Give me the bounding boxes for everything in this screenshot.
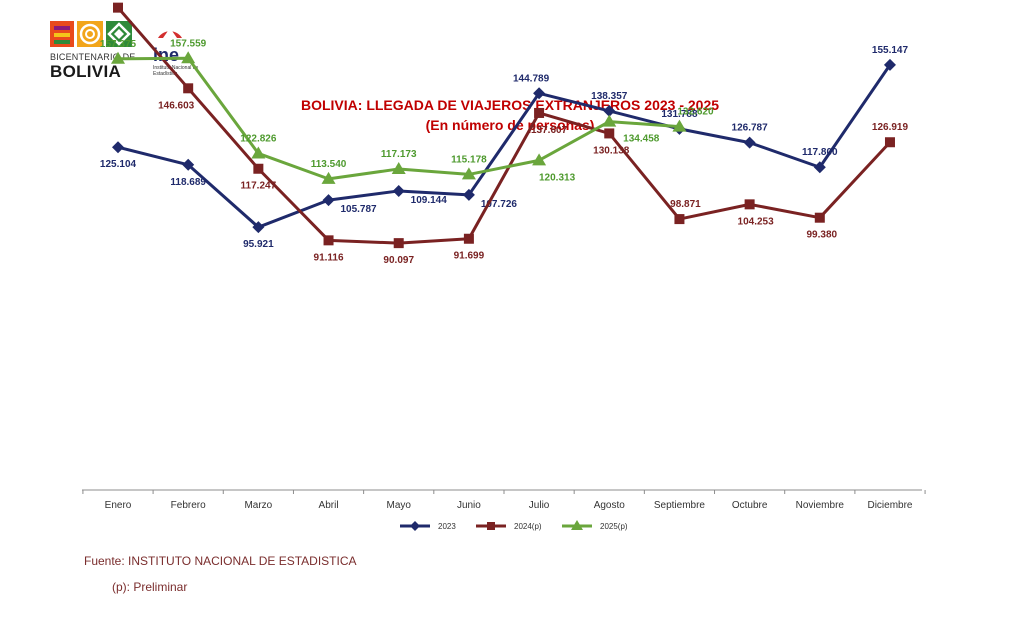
data-label: 126.787 [732,123,769,134]
data-label: 117.800 [802,147,838,158]
ine-wordmark: ine [153,45,180,65]
data-label: 117.173 [381,149,417,160]
data-label: 95.921 [243,239,274,250]
data-label: 107.726 [481,199,518,210]
data-point-2024p [183,83,194,94]
x-tick-label: Agosto [594,500,626,511]
data-point-2023 [392,184,405,197]
data-point-2025p [181,51,196,64]
data-point-2025p [111,51,125,64]
data-point-2023 [883,58,896,71]
data-label: 155.147 [872,45,909,56]
ine-logo-icon [158,28,182,38]
data-point-2023 [813,161,826,174]
data-label: 115.178 [451,154,487,165]
data-point-2024p [323,235,334,246]
data-label: 105.787 [340,204,377,215]
data-label: 146.603 [158,100,195,111]
data-point-2025p [461,167,476,180]
data-point-2024p [393,238,404,249]
data-point-2023 [322,194,335,207]
data-point-2025p [251,146,266,159]
legend-marker [487,522,495,530]
x-tick-label: Diciembre [867,500,912,511]
data-label: 125.104 [100,159,137,170]
data-point-2024p [744,199,755,210]
data-label: 157.375 [100,39,137,50]
data-point-2025p [391,161,406,174]
legend-label: 2025(p) [600,522,628,531]
data-label: 104.253 [738,216,775,227]
data-point-2023 [743,136,756,149]
data-label: 131.788 [661,109,698,120]
legend-marker [410,521,420,531]
ine-subtitle: Instituto Nacional de Estadística [153,65,199,77]
data-label: 157.559 [170,38,207,49]
data-point-2023 [112,141,124,154]
data-label: 144.789 [513,73,550,84]
data-point-2025p [532,153,547,166]
data-point-2025p [321,171,336,184]
data-point-2024p [534,107,545,118]
x-tick-label: Febrero [171,500,206,511]
bicentenario-logo-icon [50,21,132,47]
data-label: 90.097 [383,255,414,266]
data-label: 91.116 [314,252,344,263]
data-label: 117.247 [241,181,277,192]
data-point-2024p [604,128,615,139]
x-tick-label: Mayo [386,500,411,511]
x-tick-label: Marzo [244,500,272,511]
line-chart: Enero Febrero Marzo Abril Mayo Junio Julio Agos… [82,2,926,531]
data-label: 137.607 [531,125,568,136]
header-logos: BICENTENARIO DE BOLIVIA ine Instituto Na… [50,18,210,84]
data-point-2024p [253,163,264,174]
series-line-2024p [116,6,892,245]
x-tick-label: Octubre [732,500,768,511]
data-label: 120.313 [539,172,576,183]
data-label: 122.826 [240,133,277,144]
data-point-2023 [603,104,616,117]
data-label: 109.144 [411,195,448,206]
logo-graphics [50,21,182,47]
legend-label: 2023 [438,522,456,531]
source-note: Fuente: INSTITUTO NACIONAL DE ESTADISTIC… [84,554,357,568]
legend-label: 2024(p) [514,522,542,531]
bolivia-wordmark: BOLIVIA [50,62,122,81]
data-label: 113.540 [311,159,347,170]
data-point-2024p [113,2,123,13]
data-point-2024p [463,233,474,244]
x-tick-label: Enero [105,500,132,511]
data-label: 118.689 [170,177,206,188]
chart-title: BOLIVIA: LLEGADA DE VIAJEROS EXTRANJEROS… [0,95,1020,135]
data-label: 126.919 [872,122,909,133]
preliminary-note: (p): Preliminar [112,580,188,594]
chart-title-line2: (En número de personas) [425,117,595,133]
data-point-2023 [182,158,195,171]
data-label: 130.138 [593,145,630,156]
data-point-2025p [672,119,687,132]
x-tick-label: Junio [457,500,481,511]
data-label: 99.380 [807,230,838,241]
data-point-2024p [814,212,825,223]
data-label: 132.620 [677,107,714,118]
legend-marker [571,520,583,530]
chart-title-line1: BOLIVIA: LLEGADA DE VIAJEROS EXTRANJEROS… [300,97,720,113]
data-point-2025p [602,114,617,127]
data-label: 91.699 [454,251,485,262]
x-tick-label: Septiembre [654,500,706,511]
x-tick-label: Abril [319,500,339,511]
bicentenario-label: BICENTENARIO DE [50,52,136,62]
data-point-2024p [884,137,895,148]
x-tick-label: Noviembre [796,500,845,511]
data-point-2023 [533,87,546,100]
data-label: 138.357 [591,91,628,102]
series-line-2023 [117,64,892,229]
data-label: 134.458 [623,134,660,145]
data-point-2024p [674,214,685,225]
data-point-2023 [252,221,265,234]
data-point-2023 [462,188,475,201]
x-tick-label: Julio [529,500,550,511]
series-line-2025p [117,56,680,181]
data-label: 98.871 [670,199,701,210]
